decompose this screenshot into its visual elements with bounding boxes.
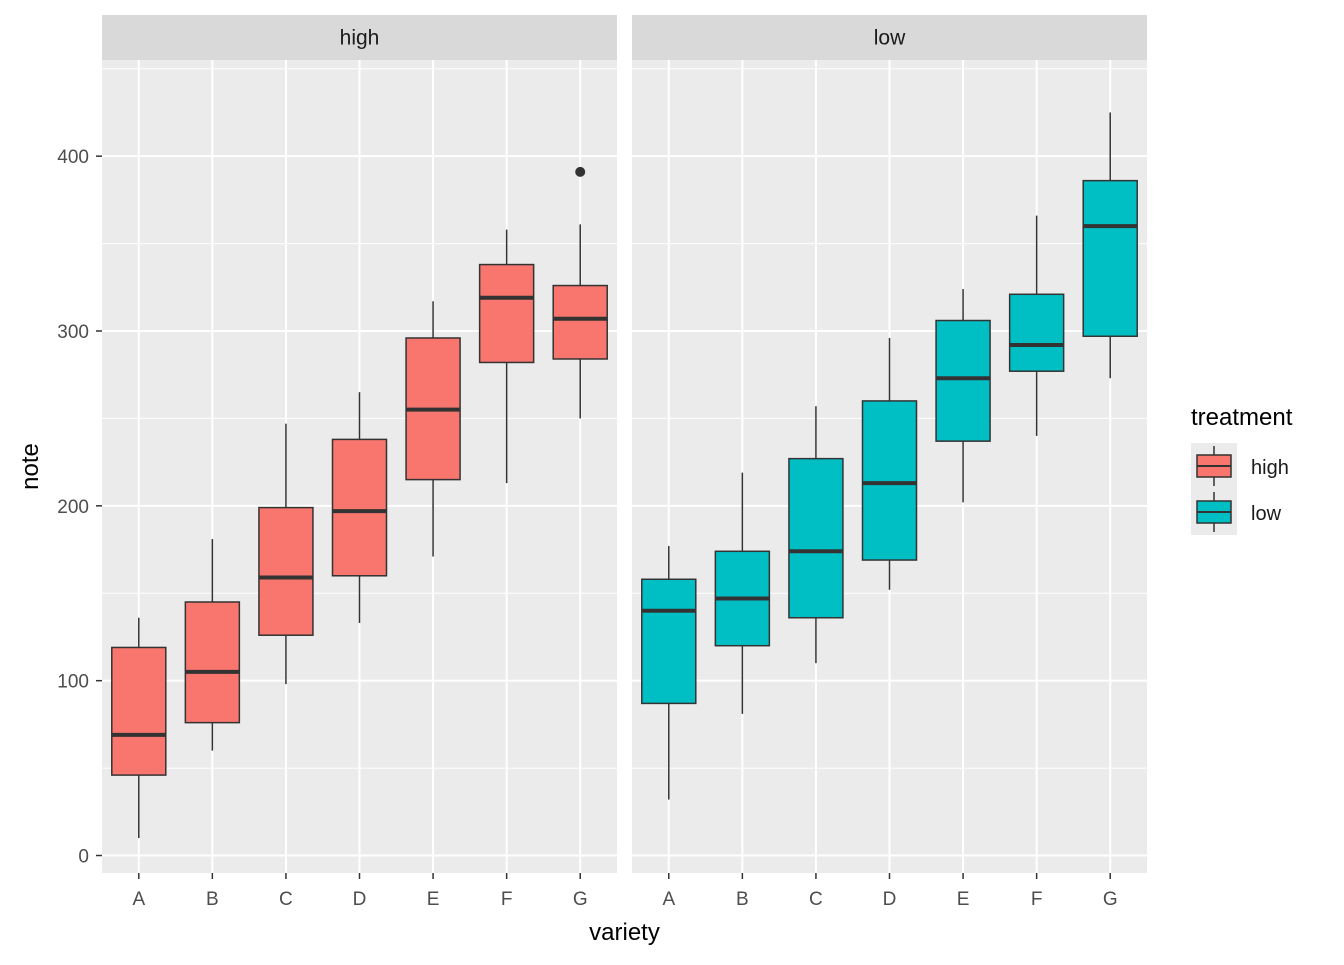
box-high-F — [478, 263, 535, 364]
box-high-A — [111, 646, 167, 776]
x-tick-label: B — [736, 889, 749, 910]
outlier-point — [575, 166, 586, 177]
box-low-G — [1082, 179, 1138, 337]
facet-strip — [102, 15, 617, 60]
x-tick-label: G — [573, 889, 588, 910]
x-tick-label: A — [132, 889, 145, 910]
x-tick-label: D — [883, 889, 897, 910]
x-tick-label: C — [279, 889, 293, 910]
box-low-A — [641, 578, 697, 705]
x-tick-label: A — [662, 889, 675, 910]
legend-label-low: low — [1251, 503, 1282, 525]
x-tick-label: E — [957, 889, 970, 910]
y-tick-label: 100 — [57, 672, 89, 693]
box-low-D — [861, 400, 918, 561]
x-tick-label: E — [427, 889, 440, 910]
legend-label-high: high — [1251, 457, 1289, 479]
y-tick-label: 400 — [57, 147, 89, 168]
box-high-G — [552, 284, 608, 360]
box-high-C — [258, 506, 314, 636]
x-tick-label: D — [353, 889, 367, 910]
y-tick-label: 300 — [57, 322, 89, 343]
box-high-B — [184, 601, 241, 724]
box-low-F — [1008, 293, 1065, 372]
y-tick-label: 0 — [78, 847, 89, 868]
x-axis-title: variety — [589, 919, 660, 946]
box-high-D — [331, 438, 388, 577]
x-tick-label: B — [206, 889, 219, 910]
x-tick-label: F — [1031, 889, 1043, 910]
facet-strip-label: high — [340, 27, 380, 50]
x-tick-label: C — [809, 889, 823, 910]
box-low-C — [788, 457, 844, 619]
x-tick-label: G — [1103, 889, 1118, 910]
y-axis-title: note — [17, 443, 44, 490]
x-tick-label: F — [501, 889, 513, 910]
facet-strip-label: low — [874, 27, 906, 50]
y-tick-label: 200 — [57, 497, 89, 518]
box-low-E — [935, 319, 991, 442]
legend-title: treatment — [1191, 404, 1293, 431]
facet-strip — [632, 15, 1147, 60]
